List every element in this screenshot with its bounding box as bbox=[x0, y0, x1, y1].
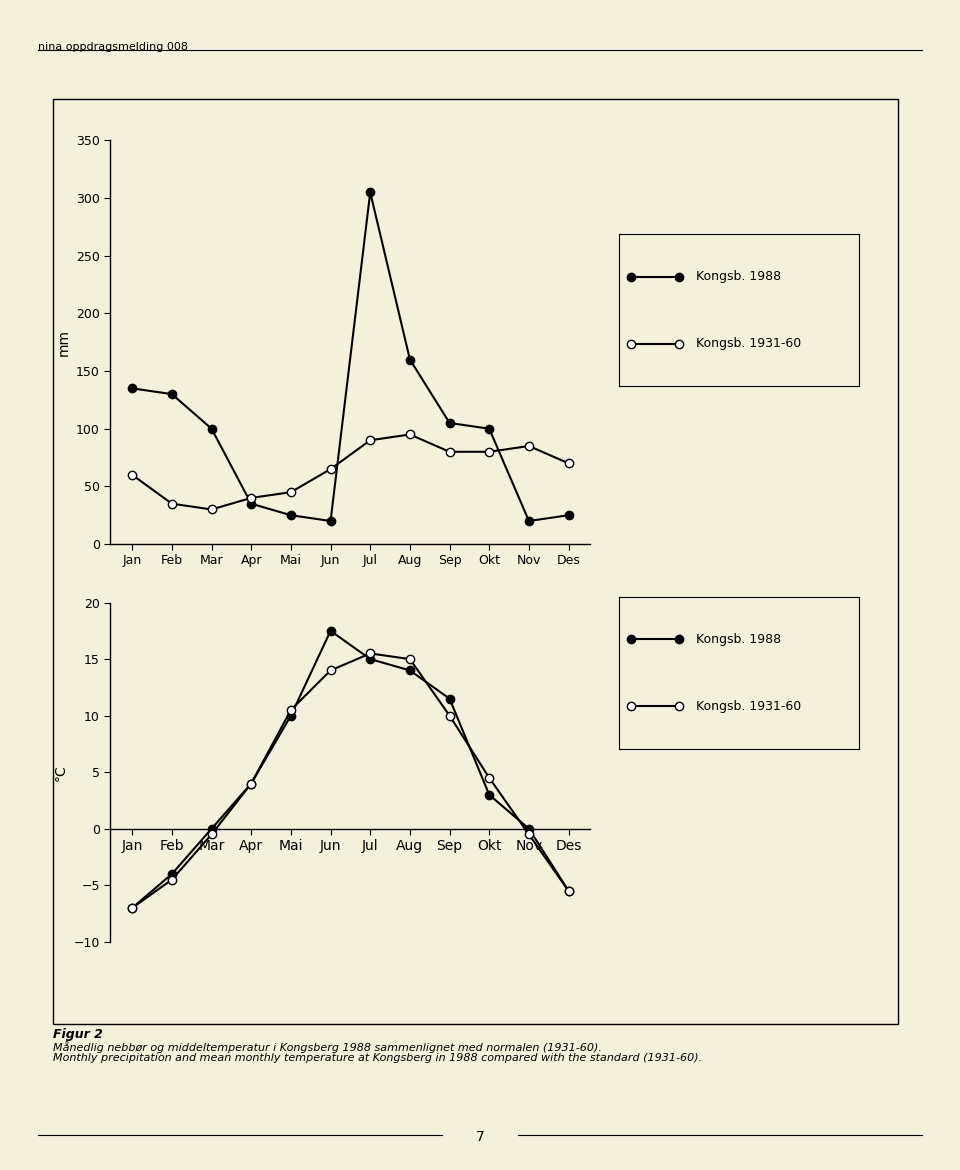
Text: nina oppdragsmelding 008: nina oppdragsmelding 008 bbox=[38, 42, 188, 53]
Text: 7: 7 bbox=[475, 1130, 485, 1144]
Text: Kongsb. 1931-60: Kongsb. 1931-60 bbox=[696, 700, 802, 713]
Text: Monthly precipitation and mean monthly temperature at Kongsberg in 1988 compared: Monthly precipitation and mean monthly t… bbox=[53, 1053, 702, 1064]
Text: Kongsb. 1931-60: Kongsb. 1931-60 bbox=[696, 337, 802, 350]
Text: Kongsb. 1988: Kongsb. 1988 bbox=[696, 270, 781, 283]
Text: Månedlig nebbør og middeltemperatur i Kongsberg 1988 sammenlignet med normalen (: Månedlig nebbør og middeltemperatur i Ko… bbox=[53, 1041, 602, 1053]
Text: Kongsb. 1988: Kongsb. 1988 bbox=[696, 633, 781, 646]
Y-axis label: mm: mm bbox=[57, 329, 70, 356]
Text: Figur 2: Figur 2 bbox=[53, 1028, 103, 1041]
Y-axis label: °C: °C bbox=[54, 764, 68, 780]
